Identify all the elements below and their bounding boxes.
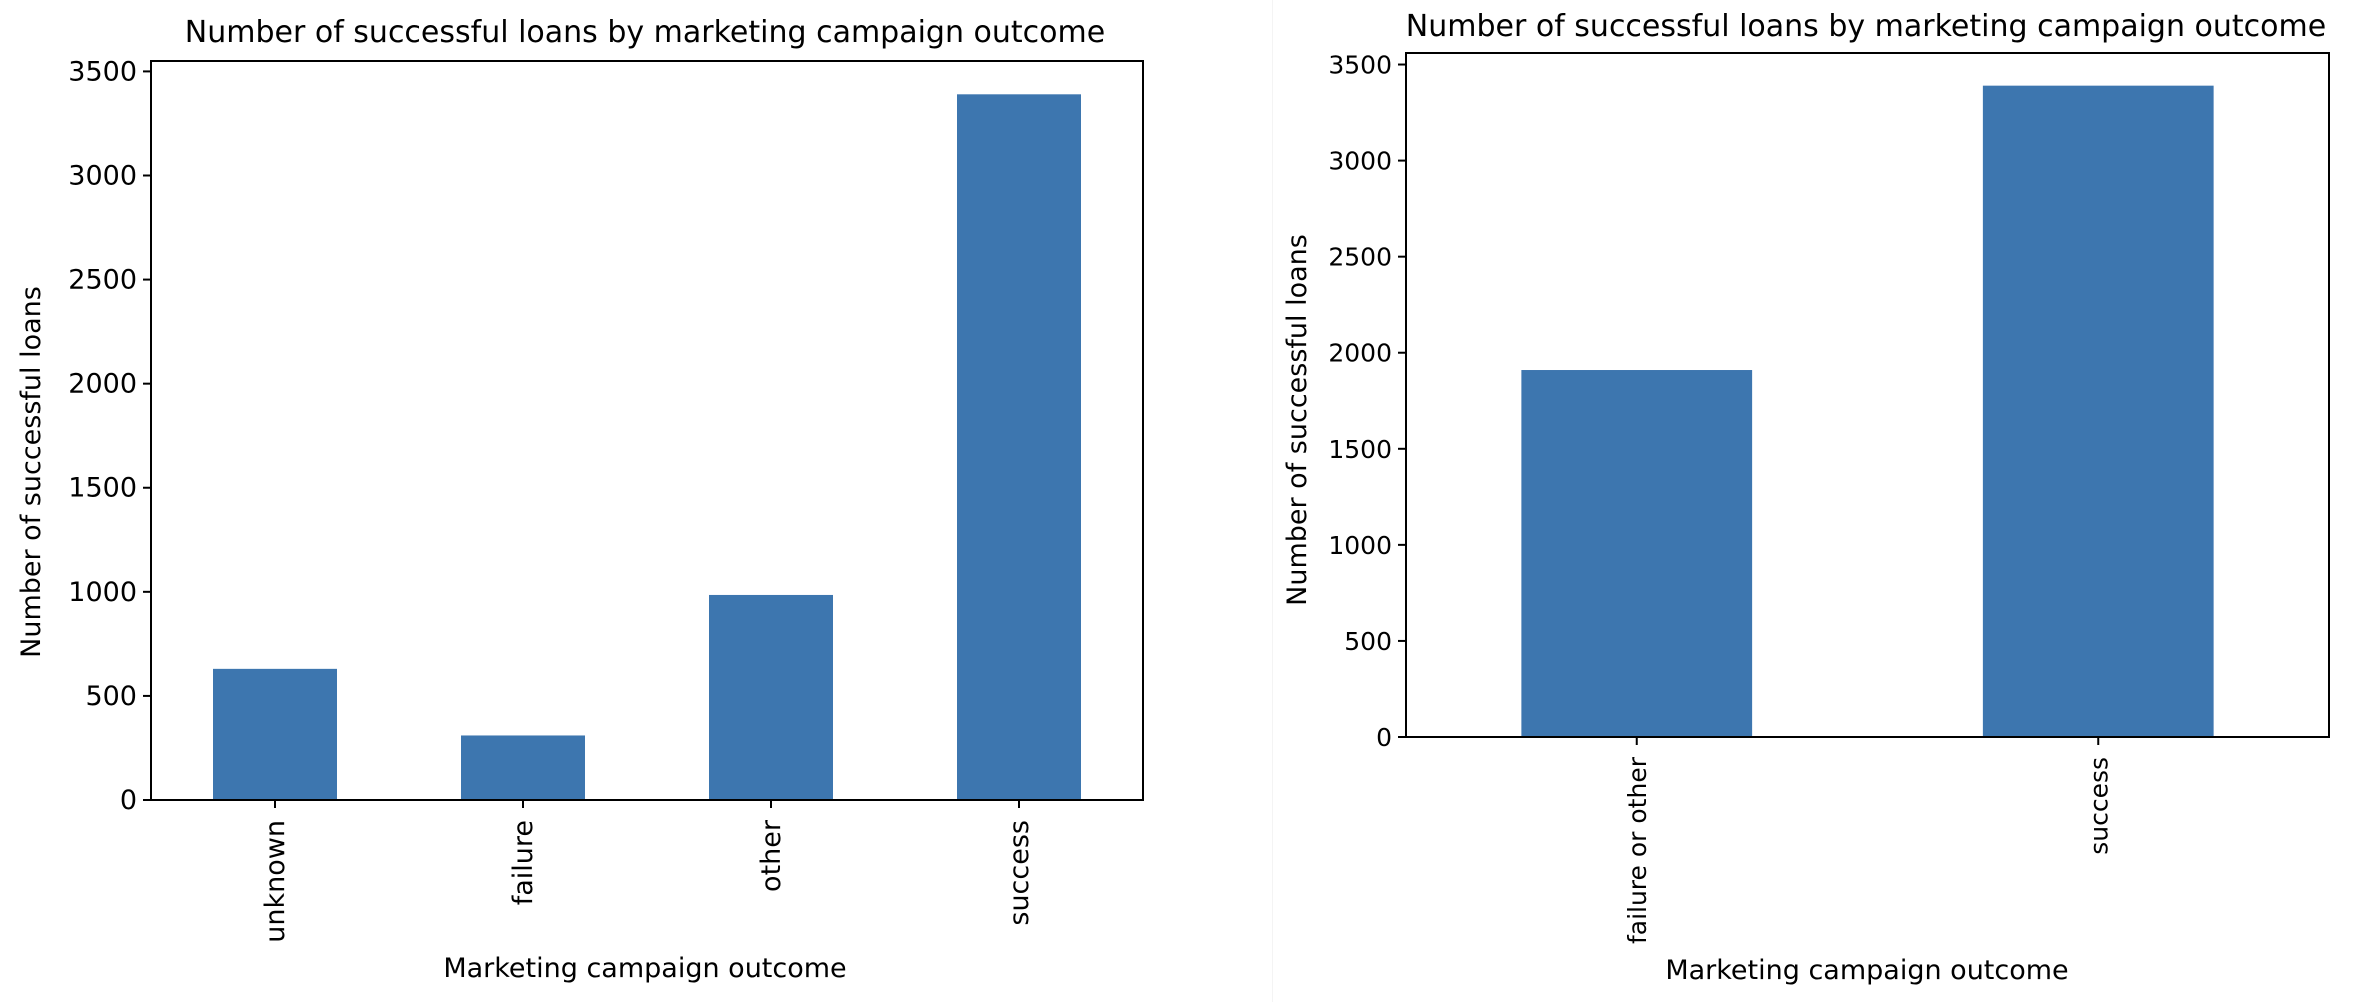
right-chart-panel: Number of successful loans by marketing …	[1273, 0, 2359, 1002]
x-tick-label: success	[2084, 757, 2113, 855]
y-tick-label: 3500	[1328, 51, 1392, 80]
y-tick-label: 0	[1376, 723, 1392, 752]
x-tick-label: other	[756, 819, 787, 892]
y-tick-label: 500	[1344, 627, 1392, 656]
x-tick-label: success	[1004, 820, 1035, 926]
x-axis-label: Marketing campaign outcome	[1665, 955, 2068, 986]
y-tick-label: 1000	[68, 577, 137, 608]
y-tick-label: 0	[120, 785, 137, 816]
plot-marks: 0 500 1000 1500 2000 2500 3000 3500 unknown failu…	[68, 56, 1081, 943]
panel-divider	[1272, 0, 1273, 1002]
left-chart-panel: Number of successful loans by marketing …	[16, 15, 1144, 984]
chart-title: Number of successful loans by marketing …	[1406, 9, 2326, 44]
y-axis-label: Number of successful loans	[16, 286, 47, 658]
chart-title: Number of successful loans by marketing …	[185, 15, 1105, 50]
bar-failure	[461, 735, 585, 800]
bar-success	[957, 94, 1081, 800]
x-tick-label: failure	[508, 820, 539, 905]
y-tick-label: 1500	[1328, 435, 1392, 464]
y-tick-label: 2500	[1328, 243, 1392, 272]
bar-other	[709, 594, 833, 800]
x-tick-label: unknown	[260, 820, 291, 943]
y-tick-label: 1500	[68, 473, 137, 504]
bar-success	[1982, 85, 2214, 738]
plot-marks: 0 500 1000 1500 2000 2500 3000 3500 failure or o…	[1328, 51, 2214, 944]
y-axis-label: Number of successful loans	[1282, 234, 1313, 606]
bar-unknown	[213, 668, 337, 800]
y-tick-label: 3000	[1328, 147, 1392, 176]
left-bar-chart: Number of successful loans by marketing …	[16, 15, 1144, 984]
y-tick-label: 500	[85, 681, 137, 712]
y-tick-label: 1000	[1328, 531, 1392, 560]
plot-frame	[1405, 52, 2330, 738]
plot-frame	[150, 60, 1144, 801]
y-tick-label: 2500	[68, 265, 137, 296]
y-tick-label: 3500	[68, 56, 137, 87]
y-tick-label: 3000	[68, 160, 137, 191]
y-tick-label: 2000	[68, 369, 137, 400]
x-tick-label: failure or other	[1623, 756, 1652, 944]
right-bar-chart: Number of successful loans by marketing …	[1282, 9, 2330, 986]
y-tick-label: 2000	[1328, 339, 1392, 368]
x-axis-label: Marketing campaign outcome	[443, 953, 846, 984]
bar-failure-or-other	[1521, 370, 1753, 737]
